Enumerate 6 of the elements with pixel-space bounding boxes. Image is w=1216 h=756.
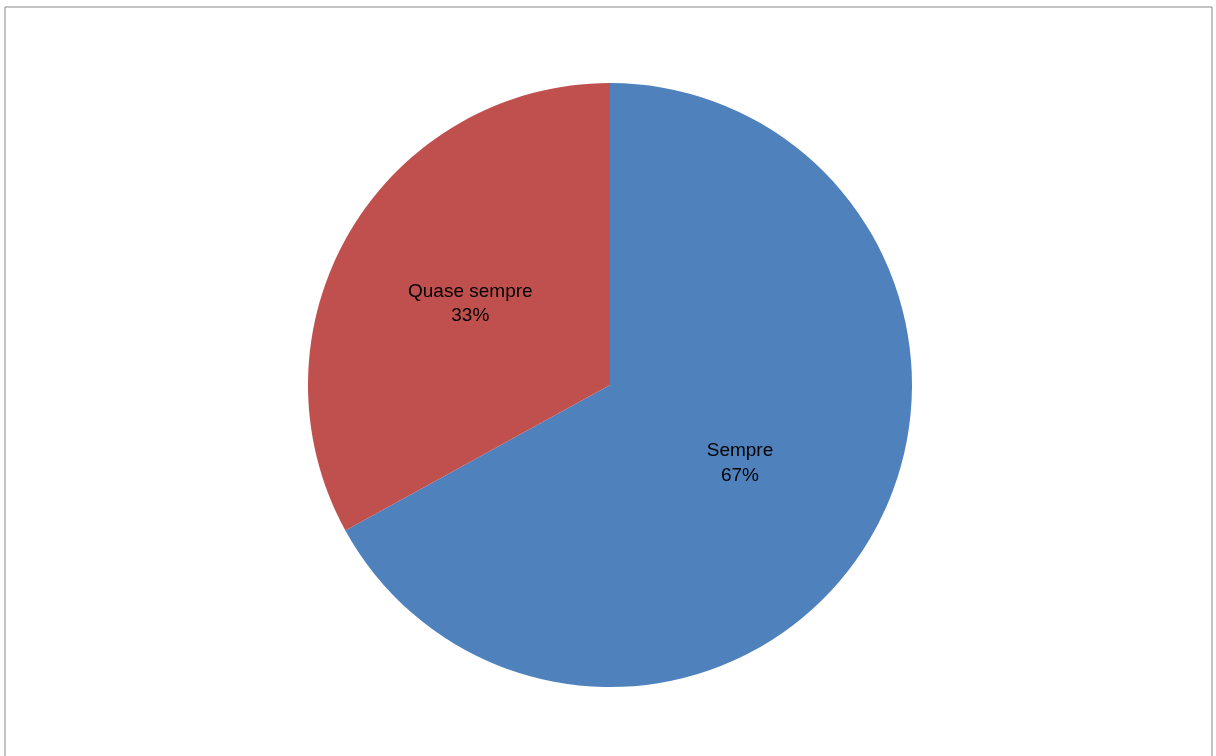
- data-label: 33%: [451, 304, 490, 326]
- pie-slice: [345, 83, 912, 687]
- pie-slice: [308, 83, 610, 531]
- data-label: 67%: [720, 463, 760, 485]
- slice-label: Sempre: [706, 439, 774, 461]
- slice-label: Quase sempre: [407, 279, 533, 301]
